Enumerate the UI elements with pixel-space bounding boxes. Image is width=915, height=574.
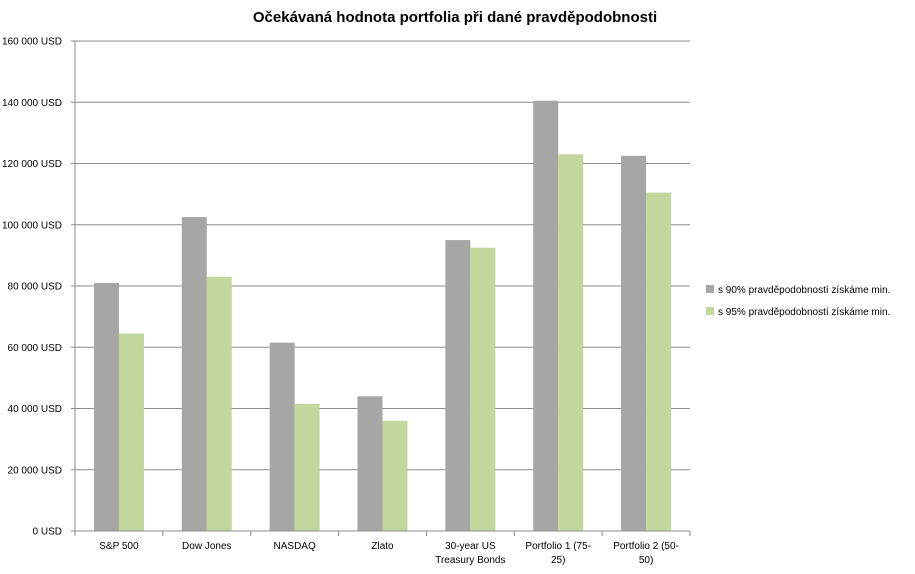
x-category-label: Dow Jones [182,541,231,552]
gridlines [75,40,690,471]
x-category-label: 25) [551,555,565,566]
x-axis-labels: S&P 500 Dow Jones NASDAQ Zlato 30-year US Tre… [99,541,679,566]
bar-series-95 [382,420,408,531]
legend-label: s 90% pravděpodobností získáme min. [718,285,890,296]
x-category-label: 30-year US [445,541,496,552]
y-tick-label: 20 000 USD [8,465,62,476]
legend: s 90% pravděpodobností získáme min. s 95%… [706,285,890,318]
bar-series-90 [269,342,295,531]
legend-swatch [706,307,714,315]
bar-series-90 [93,282,119,531]
y-tick-label: 120 000 USD [2,159,62,170]
bar-series-95 [206,276,232,531]
y-tick-label: 40 000 USD [8,404,62,415]
x-category-label: Portfolio 1 (75- [525,541,591,552]
bar-series-95 [558,154,584,531]
x-category-label: Portfolio 2 (50- [613,541,679,552]
axes [74,41,691,536]
bar-series-90 [533,100,559,531]
bar-series-90 [621,155,647,531]
y-tick-label: 100 000 USD [2,220,62,231]
y-tick-label: 60 000 USD [8,343,62,354]
x-category-label: NASDAQ [274,541,316,552]
bar-series-95 [118,333,144,531]
y-axis-ticks: 0 USD 20 000 USD 40 000 USD 60 000 USD 80 00… [2,37,75,538]
y-tick-label: 0 USD [33,527,62,538]
y-tick-label: 140 000 USD [2,98,62,109]
x-category-label: S&P 500 [99,541,139,552]
bar-series-95 [646,192,672,531]
legend-swatch [706,285,714,293]
chart-title: Očekávaná hodnota portfolia při dané pra… [253,9,657,26]
x-category-label: Treasury Bonds [435,555,505,566]
x-category-label: Zlato [371,541,394,552]
bar-series-95 [470,247,496,531]
bars [93,100,672,531]
bar-series-90 [445,240,471,531]
bar-series-95 [294,403,320,531]
y-tick-label: 80 000 USD [8,282,62,293]
bar-series-90 [181,217,207,531]
bar-series-90 [357,396,383,531]
y-tick-label: 160 000 USD [2,37,62,48]
x-category-label: 50) [639,555,653,566]
legend-label: s 95% pravděpodobností získáme min. [718,307,890,318]
